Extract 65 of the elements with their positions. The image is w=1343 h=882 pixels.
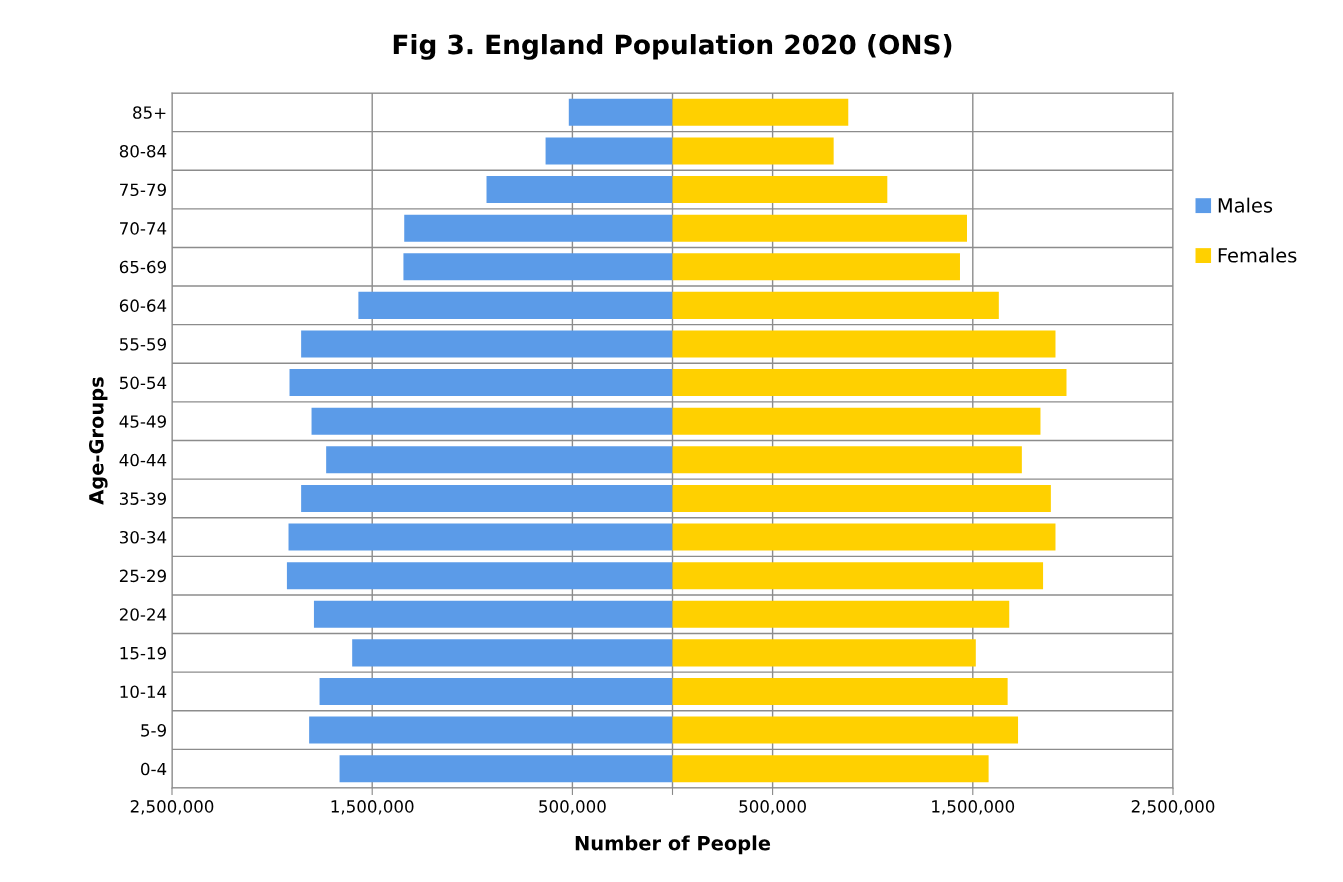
bar [288, 523, 673, 551]
bar [313, 600, 673, 628]
bar [672, 677, 1008, 705]
bar [286, 562, 673, 590]
bar [672, 600, 1010, 628]
y-tick-label: 70-74 [120, 222, 167, 235]
x-axis-title: Number of People [575, 835, 771, 855]
bar [403, 253, 673, 281]
bar [672, 523, 1056, 551]
y-tick-label: 35-39 [119, 492, 166, 505]
bar [486, 176, 673, 204]
bar [672, 137, 834, 165]
y-tick-label: 65-69 [119, 260, 166, 274]
bar [672, 291, 999, 319]
x-tick-label: 1,500,000 [331, 800, 414, 815]
bar [672, 446, 1022, 474]
bar [672, 755, 989, 783]
x-tick-label: 500,000 [739, 800, 806, 815]
x-tick-label: 2,500,000 [130, 800, 214, 815]
y-tick-label: 55-59 [120, 337, 166, 351]
x-tick-label: 500,000 [539, 800, 606, 815]
y-tick-label: 0-4 [141, 762, 167, 776]
bar [672, 407, 1041, 435]
bar [672, 639, 976, 667]
bar [358, 291, 673, 319]
bar [309, 716, 673, 744]
bar [319, 677, 673, 705]
bar [672, 484, 1051, 512]
bar [672, 176, 888, 204]
y-tick-label: 80-84 [119, 144, 167, 158]
bar [301, 330, 673, 358]
y-tick-label: 60-64 [119, 299, 167, 312]
y-tick-label: 50-54 [120, 376, 167, 390]
bar [672, 369, 1067, 397]
y-axis-title: Age-Groups [88, 377, 108, 505]
legend-label: Females [1218, 247, 1297, 263]
bar [672, 253, 960, 281]
bar [301, 484, 673, 512]
y-tick-label: 85+ [133, 106, 166, 119]
legend-label: Males [1218, 197, 1273, 213]
y-tick-label: 25-29 [119, 569, 166, 583]
bar [672, 562, 1044, 590]
bar [672, 98, 849, 126]
bar [404, 214, 673, 242]
x-tick-label: 1,500,000 [932, 800, 1015, 815]
y-tick-label: 5-9 [141, 724, 166, 737]
chart-title: Fig 3. England Population 2020 (ONS) [393, 34, 952, 60]
bar [672, 716, 1019, 744]
y-tick-label: 20-24 [119, 608, 167, 621]
y-tick-label: 30-34 [119, 530, 167, 544]
bar [326, 446, 673, 474]
y-tick-label: 40-44 [119, 453, 167, 467]
y-tick-label: 10-14 [120, 685, 167, 699]
y-tick-label: 45-49 [119, 415, 166, 428]
bar [672, 330, 1056, 358]
bar [568, 98, 673, 126]
bar [311, 407, 673, 435]
x-tick-label: 2,500,000 [1131, 800, 1215, 815]
bar [545, 137, 673, 165]
bar [289, 369, 673, 397]
bar [672, 214, 967, 242]
bar [352, 639, 673, 667]
y-tick-label: 75-79 [120, 183, 166, 197]
bar [339, 755, 673, 783]
y-tick-label: 15-19 [120, 646, 166, 660]
